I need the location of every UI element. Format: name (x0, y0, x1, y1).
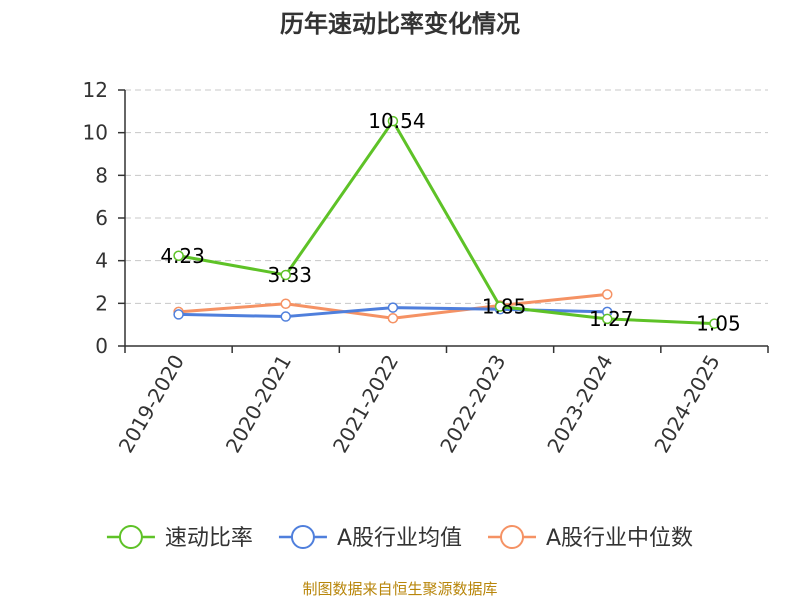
data-point[interactable] (280, 311, 291, 322)
x-tick-label: 2020-2021 (221, 351, 296, 457)
grid (125, 89, 768, 304)
legend-label: A股行业中位数 (546, 526, 693, 551)
x-tick-label: 2024-2025 (649, 351, 724, 457)
chart-title: 历年速动比率变化情况 (280, 10, 520, 38)
y-tick-label: 12 (83, 78, 108, 102)
data-labels: 4.23 3.33 10.54 1.85 1.27 1.05 (160, 109, 740, 335)
data-point[interactable] (387, 313, 399, 324)
legend[interactable]: 速动比率 A股行业均值 A股行业中位数 (106, 525, 693, 551)
data-label: 10.54 (368, 109, 425, 133)
data-label: 4.23 (160, 244, 205, 268)
data-point[interactable] (387, 302, 399, 313)
y-tick-label: 8 (95, 163, 108, 187)
y-tick-label: 4 (95, 249, 108, 273)
x-tick-label: 2023-2024 (542, 351, 617, 457)
legend-label: 速动比率 (165, 526, 253, 551)
data-point[interactable] (280, 269, 291, 281)
data-point[interactable] (173, 250, 184, 262)
legend-marker (500, 525, 525, 549)
legend-marker (290, 525, 315, 549)
x-tick-label: 2022-2023 (435, 351, 510, 457)
y-tick-label: 2 (95, 291, 108, 315)
x-tick-label: 2021-2022 (328, 351, 403, 457)
legend-item-0[interactable]: 速动比率 (106, 525, 253, 551)
data-point[interactable] (709, 318, 720, 329)
x-tick-label: 2019-2020 (114, 351, 189, 457)
data-point[interactable] (387, 115, 399, 127)
data-point[interactable] (494, 301, 506, 312)
y-tick-label: 10 (83, 121, 108, 145)
series-line-0 (178, 119, 715, 326)
legend-marker (118, 525, 143, 549)
legend-item-2[interactable]: A股行业中位数 (488, 525, 693, 551)
series-lines (173, 115, 720, 329)
data-label: 3.33 (267, 263, 312, 287)
legend-label: A股行业均值 (337, 526, 462, 551)
data-point[interactable] (602, 289, 613, 300)
y-tick-label: 0 (95, 334, 108, 358)
data-point[interactable] (602, 313, 613, 325)
data-label: 1.85 (482, 295, 527, 319)
data-label: 1.27 (589, 307, 634, 331)
source-note: 制图数据来自恒生聚源数据库 (302, 580, 497, 598)
legend-item-1[interactable]: A股行业均值 (278, 525, 462, 551)
data-point[interactable] (173, 309, 184, 320)
y-tick-label: 6 (95, 206, 108, 230)
data-point[interactable] (280, 298, 291, 310)
data-label: 1.05 (696, 312, 741, 336)
